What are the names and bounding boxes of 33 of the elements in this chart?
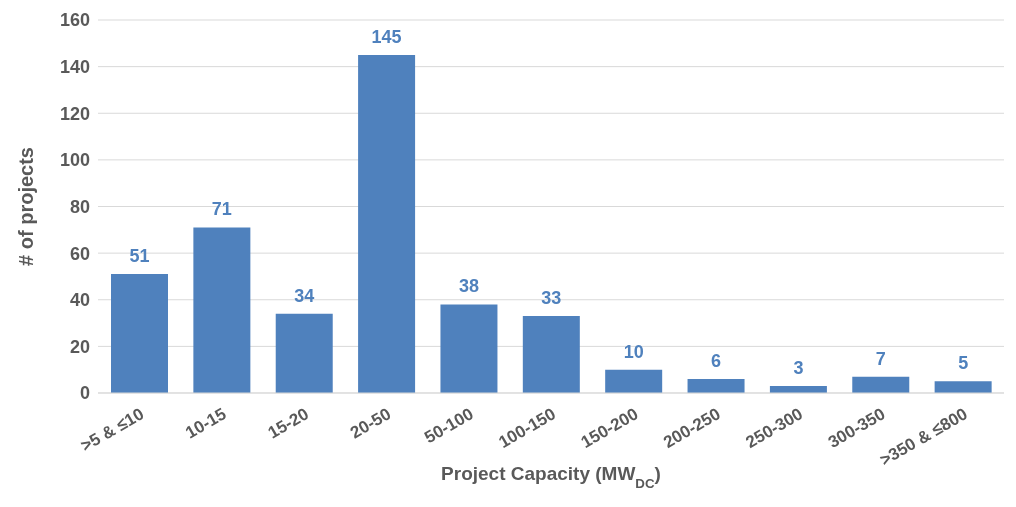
data-label: 51 [129,246,150,267]
bar [605,369,663,393]
bar [687,379,745,393]
data-label: 33 [541,288,562,309]
bar [275,313,333,393]
y-tick-label: 60 [69,243,90,264]
bar [852,376,910,393]
bar [358,54,416,393]
bar [193,227,251,393]
x-axis-title: Project Capacity (MW$_{DC}$) [441,463,661,491]
bar [440,304,498,393]
bar [522,316,580,393]
data-label: 3 [793,358,804,379]
data-label: 6 [711,351,722,372]
data-label: 5 [958,353,969,374]
x-tick-label: >5 & ≤10 [77,404,148,456]
y-axis-title: # of projects [15,147,38,266]
bar [111,274,168,393]
data-label: 38 [458,276,479,297]
data-label: 145 [371,26,402,47]
y-tick-label: 100 [59,150,90,171]
data-label: 10 [623,341,644,362]
bar [934,381,992,393]
data-label: 34 [294,285,315,306]
y-tick-label: 0 [79,383,90,404]
y-tick-label: 140 [59,57,90,78]
y-tick-label: 40 [69,290,90,311]
y-tick-label: 20 [69,336,90,357]
y-tick-label: 120 [59,103,90,124]
data-label: 7 [875,348,886,369]
y-tick-label: 160 [59,10,90,31]
data-label: 71 [211,199,232,220]
y-tick-label: 80 [69,196,90,217]
